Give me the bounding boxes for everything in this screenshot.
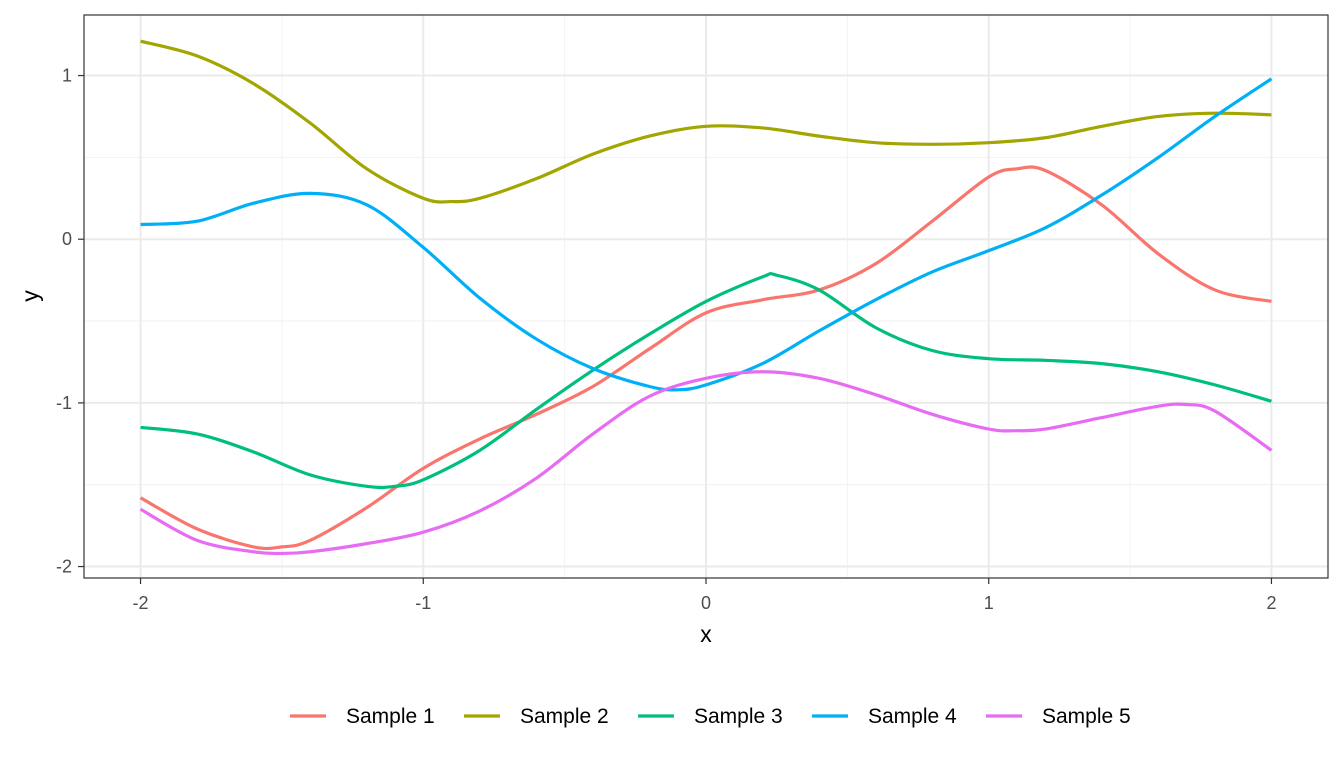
series-line-sample-5 — [139, 370, 1273, 556]
series-line-sample-2 — [140, 39, 1272, 204]
legend: Sample 1 Sample 2 Sample 3 Sample 4 Sample 5 — [290, 705, 1131, 728]
y-tick-label: -1 — [56, 393, 72, 413]
legend-label: Sample 1 — [346, 705, 435, 728]
legend-label: Sample 3 — [694, 705, 783, 728]
series-line-sample-1 — [139, 165, 1272, 551]
series-line-sample-3 — [140, 271, 1272, 490]
x-tick-label: 1 — [984, 593, 994, 613]
major-gridlines — [84, 15, 1328, 578]
series-lines — [139, 39, 1273, 556]
x-tick-label: -2 — [133, 593, 149, 613]
y-axis-ticks: -2 -1 0 1 — [56, 66, 84, 577]
legend-item-sample-1: Sample 1 — [290, 705, 435, 728]
x-axis-ticks: -2 -1 0 1 2 — [133, 578, 1276, 613]
y-tick-label: 0 — [62, 229, 72, 249]
legend-item-sample-2: Sample 2 — [464, 705, 609, 728]
x-tick-label: 0 — [701, 593, 711, 613]
y-axis-title: y — [17, 290, 43, 302]
legend-label: Sample 5 — [1042, 705, 1131, 728]
x-tick-label: -1 — [415, 593, 431, 613]
y-tick-label: -2 — [56, 557, 72, 577]
x-tick-label: 2 — [1266, 593, 1276, 613]
series-line-sample-4 — [140, 77, 1273, 392]
x-axis-title: x — [700, 621, 712, 647]
legend-item-sample-5: Sample 5 — [986, 705, 1131, 728]
y-tick-label: 1 — [62, 66, 72, 86]
legend-label: Sample 2 — [520, 705, 609, 728]
legend-label: Sample 4 — [868, 705, 957, 728]
legend-item-sample-4: Sample 4 — [812, 705, 957, 728]
legend-item-sample-3: Sample 3 — [638, 705, 783, 728]
